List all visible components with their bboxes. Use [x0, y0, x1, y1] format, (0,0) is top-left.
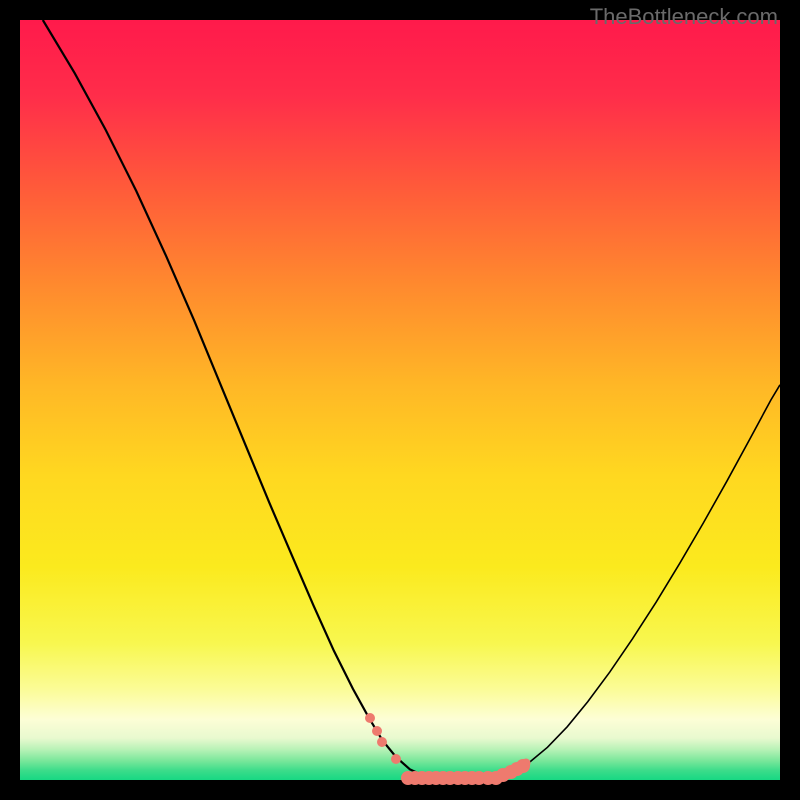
data-point [522, 759, 531, 768]
data-point [391, 754, 401, 764]
figure-outer: TheBottleneck.com [0, 0, 800, 800]
data-point [478, 775, 487, 784]
data-point [372, 726, 382, 736]
data-point [377, 737, 387, 747]
watermark-text: TheBottleneck.com [590, 4, 778, 30]
data-point [365, 713, 375, 723]
plot-area [20, 20, 780, 780]
dots-layer [20, 20, 780, 780]
